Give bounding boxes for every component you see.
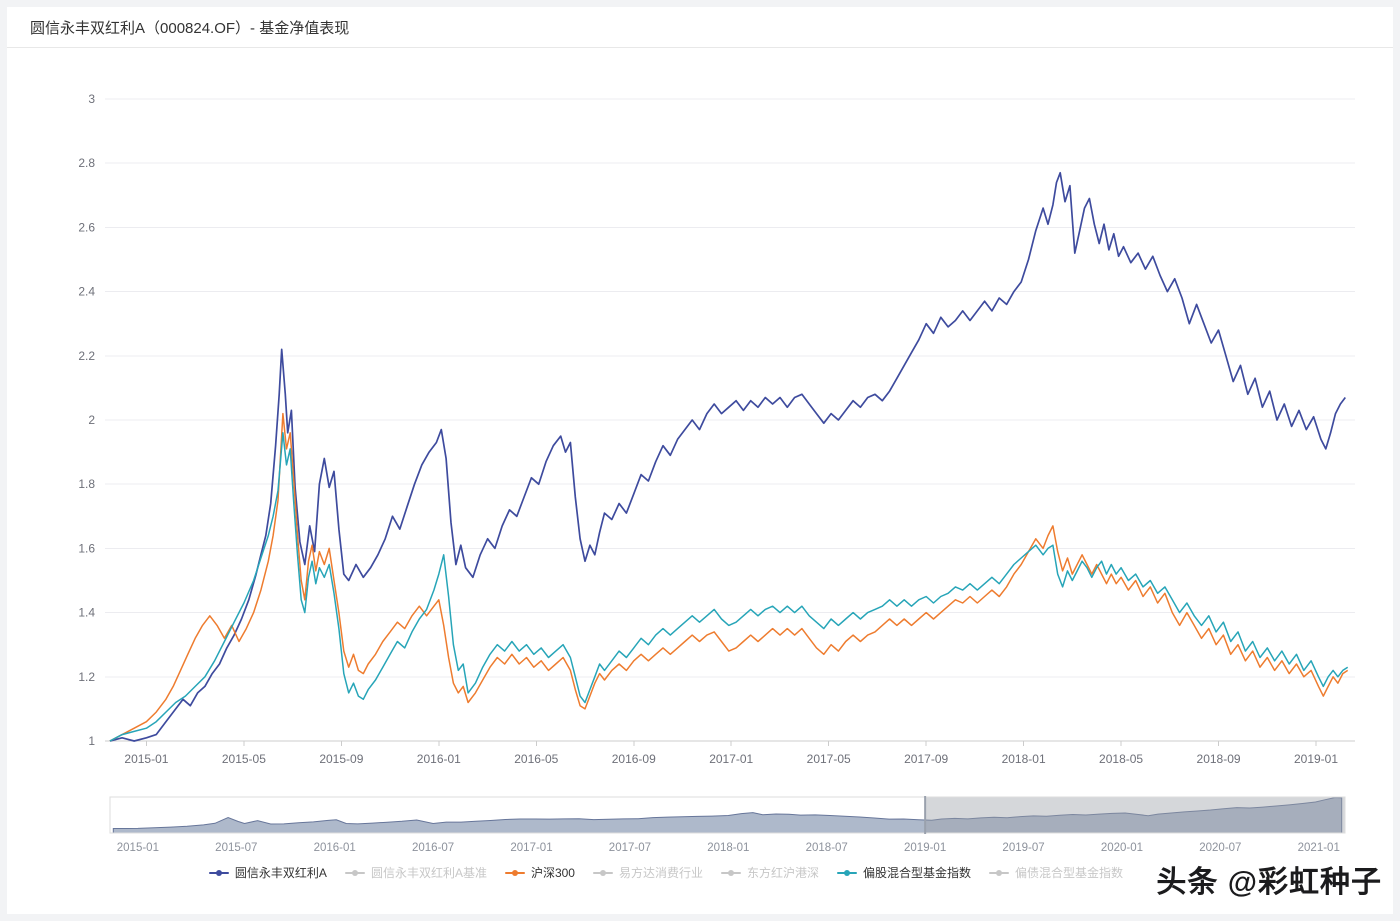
- legend-line-marker-icon: [208, 869, 229, 876]
- legend-line-marker-icon: [989, 869, 1010, 876]
- legend-item-hs300[interactable]: 沪深300: [504, 864, 575, 881]
- y-axis-label: 2.6: [78, 220, 95, 234]
- y-axis-label: 1.8: [78, 477, 95, 491]
- series-line-hs300: [109, 412, 1349, 742]
- x-axis-label: 2018-01: [1002, 752, 1046, 766]
- legend-dot-icon: [351, 869, 358, 876]
- nav-axis-label: 2018-01: [707, 842, 749, 854]
- title-divider: [0, 47, 1400, 48]
- legend-item-bond-hybrid-index[interactable]: 偏债混合型基金指数: [989, 864, 1123, 881]
- nav-axis-label: 2018-07: [806, 842, 848, 854]
- nav-axis-label: 2019-01: [904, 842, 946, 854]
- y-axis-label: 2.8: [78, 156, 95, 170]
- legend-line-marker-icon: [837, 869, 858, 876]
- x-axis-label: 2017-01: [709, 752, 753, 766]
- legend-item-fund[interactable]: 圆信永丰双红利A: [208, 864, 327, 881]
- x-axis-label: 2015-05: [222, 752, 266, 766]
- x-axis-label: 2016-05: [514, 752, 558, 766]
- legend-dot-icon: [844, 869, 851, 876]
- series-line-fund: [109, 171, 1346, 742]
- legend-line-marker-icon: [592, 869, 613, 876]
- legend-dot-icon: [511, 869, 518, 876]
- watermark: 头条 @彩虹种子: [1140, 851, 1388, 907]
- date-range-slider[interactable]: 2015-01 2015-07 2016-01 2016-07 2017-01 2017-…: [109, 796, 1346, 854]
- nav-axis-label: 2017-07: [609, 842, 651, 854]
- y-axis-label: 2.2: [78, 349, 95, 363]
- legend-item-equity-hybrid-index[interactable]: 偏股混合型基金指数: [837, 864, 971, 881]
- legend-label: 沪深300: [530, 866, 575, 880]
- nav-axis-label: 2015-01: [117, 842, 159, 854]
- y-axis-label: 3: [88, 92, 95, 106]
- legend-dot-icon: [215, 869, 222, 876]
- nav-axis-label: 2016-01: [314, 842, 356, 854]
- nav-axis-label: 2017-01: [510, 842, 552, 854]
- legend-label: 圆信永丰双红利A: [234, 866, 327, 880]
- x-axis-label: 2018-09: [1197, 752, 1241, 766]
- legend-item-benchmark[interactable]: 圆信永丰双红利A基准: [344, 864, 487, 881]
- legend-label: 偏股混合型基金指数: [863, 866, 972, 880]
- legend-line-marker-icon: [344, 869, 365, 876]
- main-plot[interactable]: 1 1.2 1.4 1.6 1.8 2 2.2 2.4 2.6 2.8 3 2015-01 2015-0…: [78, 92, 1355, 766]
- nav-data-shadow: [112, 796, 1343, 834]
- y-axis-label: 1.4: [78, 606, 95, 620]
- x-axis-label: 2017-09: [904, 752, 948, 766]
- x-axis-label: 2017-05: [807, 752, 851, 766]
- legend-line-marker-icon: [504, 869, 525, 876]
- legend-dot-icon: [996, 869, 1003, 876]
- y-axis-label: 1.6: [78, 541, 95, 555]
- y-axis-label: 2.4: [78, 285, 95, 299]
- legend-dot-icon: [728, 869, 734, 876]
- legend-line-marker-icon: [721, 869, 741, 876]
- y-axis-label: 1.2: [78, 670, 95, 684]
- nav-unselected-overlay[interactable]: [925, 797, 1345, 833]
- legend-label: 偏债混合型基金指数: [1015, 866, 1124, 880]
- legend-label: 圆信永丰双红利A基准: [370, 866, 487, 880]
- legend-item-efunds-consumer[interactable]: 易方达消费行业: [592, 864, 703, 881]
- x-axis-label: 2016-01: [417, 752, 461, 766]
- legend-dot-icon: [599, 869, 606, 876]
- x-axis-label: 2016-09: [612, 752, 656, 766]
- x-axis-label: 2015-01: [124, 752, 168, 766]
- nav-border: [109, 796, 1346, 834]
- nav-axis-label: 2019-07: [1002, 842, 1044, 854]
- nav-axis-label: 2020-01: [1101, 842, 1143, 854]
- legend: 圆信永丰双红利A 圆信永丰双红利A基准 沪深300 易方达消费行业 东方红沪港深 偏股混合…: [40, 864, 1360, 881]
- nav-axis-label: 2016-07: [412, 842, 454, 854]
- nav-axis-label: 2015-07: [215, 842, 257, 854]
- y-axis-label: 1: [88, 734, 95, 748]
- series-line-equity-hybrid-index: [109, 432, 1349, 742]
- page-title: 圆信永丰双红利A（000824.OF）- 基金净值表现: [30, 20, 350, 37]
- legend-label: 东方红沪港深: [747, 866, 820, 880]
- x-axis-label: 2015-09: [319, 752, 363, 766]
- legend-label: 易方达消费行业: [618, 866, 703, 880]
- legend-item-dfh-hgs[interactable]: 东方红沪港深: [721, 864, 819, 881]
- x-axis-label: 2018-05: [1099, 752, 1143, 766]
- y-axis-label: 2: [88, 413, 95, 427]
- x-axis-label: 2019-01: [1294, 752, 1338, 766]
